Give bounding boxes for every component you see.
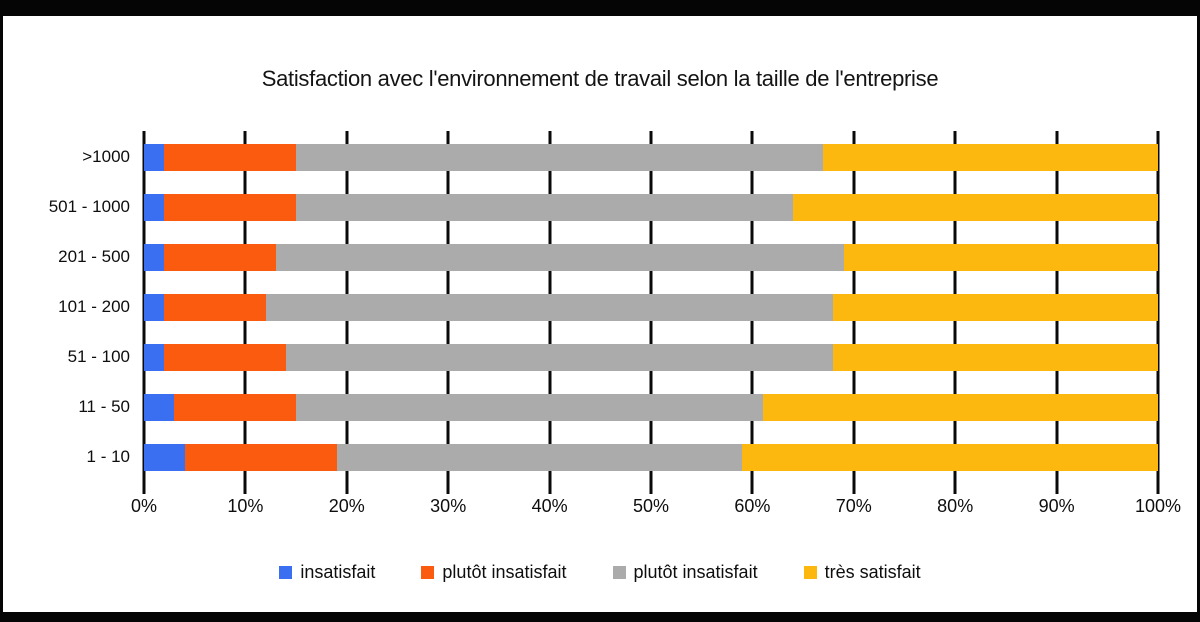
bar-segment-series2 [174, 394, 297, 421]
bar-segment-series3 [296, 144, 824, 171]
legend-item: plutôt insatisfait [612, 561, 758, 583]
bar-segment-series1 [144, 394, 175, 421]
bar-segment-series1 [144, 144, 165, 171]
bar-row-501 - 1000 [144, 194, 1158, 221]
category-label: 1 - 10 [86, 447, 130, 466]
bar-segment-series4 [833, 294, 1158, 321]
legend-item: plutôt insatisfait [421, 561, 567, 583]
bar-segment-series3 [336, 444, 743, 471]
bar-segment-series2 [184, 444, 337, 471]
x-tick-label: 10% [227, 496, 264, 516]
gridline-100% [1156, 131, 1160, 494]
bar-segment-series1 [144, 194, 165, 221]
x-tick-label: 20% [328, 496, 365, 516]
x-tick-label: 50% [632, 496, 670, 516]
bar-segment-series2 [164, 194, 297, 221]
plot-area [142, 131, 1160, 494]
x-axis-labels: 0% 10% 20% 30% 40% 50% 60% 70% 80% 90% 100% [131, 496, 1181, 522]
bar-segment-series3 [265, 294, 834, 321]
x-tick-label: 100% [1134, 496, 1182, 516]
x-tick-label: 70% [835, 496, 872, 516]
category-label: 11 - 50 [78, 397, 130, 416]
bar-segment-series1 [144, 344, 165, 371]
frame-border-top [0, 0, 1200, 16]
bar-segment-series4 [792, 194, 1158, 221]
chart-title: Satisfaction avec l'environnement de tra… [261, 66, 939, 91]
legend-swatch [612, 565, 626, 579]
bar-segment-series4 [843, 244, 1158, 271]
bar-segment-series4 [833, 344, 1158, 371]
bar-segment-series4 [823, 144, 1158, 171]
category-label: 101 - 200 [58, 297, 130, 316]
bar-segment-series4 [762, 394, 1158, 421]
bar-row-201 - 500 [144, 244, 1158, 271]
category-label: >1000 [82, 147, 130, 166]
y-axis-labels: >1000 501 - 1000 201 - 500 101 - 200 51 - 10… [0, 133, 130, 482]
bar-row-1 - 10 [144, 444, 1158, 471]
bar-segment-series4 [742, 444, 1158, 471]
bar-row-11 - 50 [144, 394, 1158, 421]
x-tick-label: 40% [531, 496, 568, 516]
bar-segment-series3 [275, 244, 844, 271]
bar-row->1000 [144, 144, 1158, 171]
bar-row-101 - 200 [144, 294, 1158, 321]
bar-segment-series2 [164, 144, 297, 171]
bar-segment-series2 [164, 344, 286, 371]
bar-segment-series3 [285, 344, 834, 371]
x-tick-label: 60% [734, 496, 771, 516]
legend-swatch [279, 565, 293, 579]
bar-segment-series1 [144, 294, 165, 321]
x-tick-label: 0% [130, 496, 158, 516]
bar-segment-series1 [144, 244, 165, 271]
legend-swatch [421, 565, 435, 579]
bar-segment-series2 [164, 294, 266, 321]
category-label: 51 - 100 [67, 347, 130, 366]
category-label: 201 - 500 [58, 247, 130, 266]
legend-label: plutôt insatisfait [633, 561, 758, 582]
x-tick-label: 30% [430, 496, 467, 516]
frame-border-bottom [0, 612, 1200, 622]
bar-segment-series2 [164, 244, 276, 271]
legend-swatch [803, 565, 817, 579]
bar-row-51 - 100 [144, 344, 1158, 371]
legend-item: très satisfait [803, 561, 921, 583]
x-tick-label: 80% [937, 496, 974, 516]
legend-label: plutôt insatisfait [442, 561, 567, 582]
legend-label: très satisfait [824, 561, 921, 582]
bar-segment-series3 [296, 394, 763, 421]
legend-item: insatisfait [279, 562, 375, 583]
bar-segment-series3 [296, 194, 793, 221]
frame-border-left [0, 0, 3, 622]
frame-border-right [1197, 0, 1200, 622]
legend-label: insatisfait [300, 561, 376, 582]
x-tick-label: 90% [1038, 496, 1075, 516]
bar-segment-series1 [144, 444, 185, 471]
legend: insatisfait plutôt insatisfait plutôt insa… [0, 558, 1200, 586]
category-label: 501 - 1000 [48, 197, 130, 216]
